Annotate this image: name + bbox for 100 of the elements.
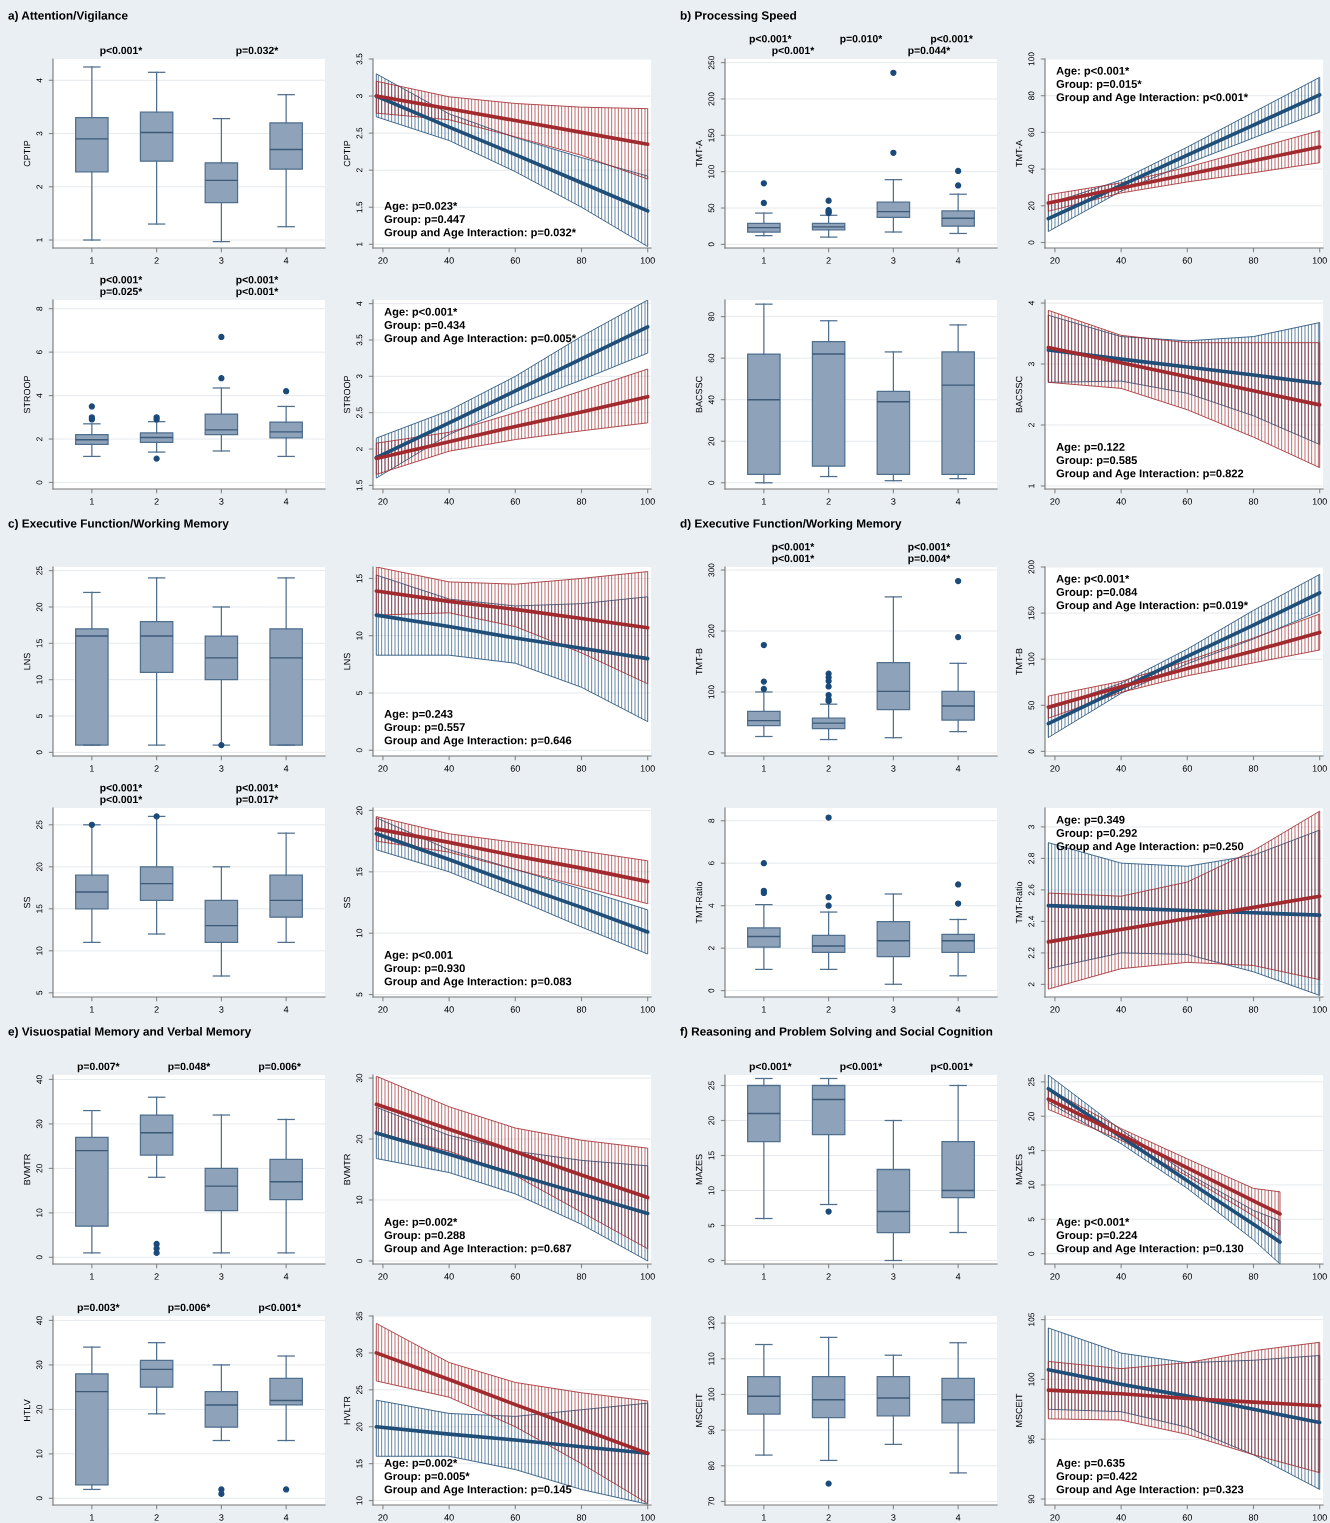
text: p<0.001* xyxy=(749,1062,792,1073)
text: p=0.006* xyxy=(259,1062,301,1073)
y-axis-title: TMT-A xyxy=(1015,139,1023,167)
text: p<0.001* xyxy=(100,784,143,794)
y-tick-label: 0 xyxy=(36,1255,43,1260)
y-tick-label: 20 xyxy=(36,1164,43,1173)
x-tick-label: 100 xyxy=(1312,498,1327,505)
annotation: Group: p=0.005* xyxy=(384,1472,470,1483)
y-tick-label: 3 xyxy=(356,374,363,379)
x-tick-label: 80 xyxy=(576,498,587,505)
x-tick-label: 4 xyxy=(283,765,289,772)
y-tick-label: 2 xyxy=(36,437,43,441)
x-tick-label: 40 xyxy=(444,1273,454,1280)
y-tick-label: 120 xyxy=(708,1316,715,1330)
y-tick-label: 2 xyxy=(356,168,363,173)
annotation: Group: p=0.084 xyxy=(1056,588,1138,599)
x-tick-label: 60 xyxy=(510,1514,520,1521)
x-tick-label: 4 xyxy=(955,1273,961,1280)
y-tick-label: 50 xyxy=(708,203,715,213)
y-tick-label: 80 xyxy=(708,312,715,321)
y-axis-title: CPTIP xyxy=(23,140,31,167)
annotation: Group and Age Interaction: p=0.032* xyxy=(384,228,577,239)
x-tick-label: 3 xyxy=(891,1006,896,1013)
x-tick-label: 100 xyxy=(1312,1514,1327,1521)
text: p<0.001* xyxy=(840,1062,883,1073)
x-tick-label: 60 xyxy=(1182,765,1192,772)
x-tick-label: 100 xyxy=(1312,257,1327,264)
y-tick-label: 3 xyxy=(1028,362,1035,367)
y-axis-title: STROOP xyxy=(343,375,351,414)
annotation: Group and Age Interaction: p=0.822 xyxy=(1056,469,1244,480)
x-tick-label: 60 xyxy=(510,498,520,505)
text: p<0.001* xyxy=(100,276,143,286)
y-tick-label: 20 xyxy=(356,1134,363,1144)
y-tick-label: 250 xyxy=(708,56,715,70)
y-tick-label: 0 xyxy=(36,750,43,755)
chart-title: d) Executive Function/Working Memory xyxy=(680,519,902,531)
x-tick-label: 80 xyxy=(1248,257,1259,264)
y-tick-label: 2 xyxy=(356,447,363,451)
annotation: Group: p=0.930 xyxy=(384,964,465,975)
text: p=0.032* xyxy=(236,46,279,57)
x-tick-label: 4 xyxy=(955,765,961,772)
y-tick-label: 20 xyxy=(356,1422,363,1431)
y-tick-label: 3 xyxy=(36,131,43,136)
y-tick-label: 1 xyxy=(36,238,43,242)
y-tick-label: 2 xyxy=(1028,423,1035,427)
y-tick-label: 0 xyxy=(36,480,43,485)
annotation: Group: p=0.447 xyxy=(384,215,465,226)
text: p<0.001* xyxy=(259,1303,301,1314)
text: p=0.007* xyxy=(77,1062,120,1073)
x-tick-label: 100 xyxy=(640,1514,655,1521)
x-tick-label: 3 xyxy=(891,498,896,505)
x-tick-label: 40 xyxy=(444,1006,454,1013)
y-tick-label: 25 xyxy=(1028,1077,1035,1087)
y-tick-label: 80 xyxy=(1028,91,1035,100)
y-tick-label: 0 xyxy=(356,1258,363,1263)
y-tick-label: 300 xyxy=(708,563,715,577)
x-tick-label: 4 xyxy=(283,1514,289,1521)
x-tick-label: 1 xyxy=(762,257,766,264)
y-tick-label: 2 xyxy=(36,184,43,189)
y-axis-title: HVLTR xyxy=(343,1396,351,1425)
y-tick-label: 70 xyxy=(708,1497,715,1506)
y-tick-label: 100 xyxy=(708,685,715,699)
y-tick-label: 100 xyxy=(1028,652,1035,666)
y-tick-label: 40 xyxy=(708,395,715,405)
y-tick-label: 40 xyxy=(36,1316,43,1325)
y-tick-label: 25 xyxy=(356,1385,363,1395)
text: p=0.017* xyxy=(236,795,279,806)
text: p<0.001* xyxy=(931,1062,973,1073)
y-axis-title: BACSSC xyxy=(1015,376,1023,413)
annotation: Age: p<0.001* xyxy=(1056,66,1130,77)
annotation: Group and Age Interaction: p=0.646 xyxy=(384,736,572,747)
y-tick-label: 5 xyxy=(356,691,363,695)
annotation: Group: p=0.292 xyxy=(1056,829,1137,840)
text: p=0.044* xyxy=(908,46,951,57)
annotation: Group and Age Interaction: p=0.083 xyxy=(384,977,572,988)
x-tick-label: 40 xyxy=(444,257,454,264)
y-tick-label: 10 xyxy=(708,1186,715,1195)
x-tick-label: 1 xyxy=(90,765,94,772)
annotation: Group and Age Interaction: p=0.323 xyxy=(1056,1485,1244,1496)
y-tick-label: 20 xyxy=(708,1116,715,1125)
chart-title: b) Processing Speed xyxy=(680,11,796,23)
y-tick-label: 30 xyxy=(36,1119,43,1129)
y-tick-label: 105 xyxy=(1028,1312,1035,1326)
y-tick-label: 8 xyxy=(36,306,43,311)
x-tick-label: 80 xyxy=(1248,1514,1259,1521)
annotation: Group and Age Interaction: p=0.005* xyxy=(384,334,577,345)
text: p<0.001* xyxy=(749,35,792,45)
x-tick-label: 2 xyxy=(154,498,159,505)
x-tick-label: 4 xyxy=(283,257,289,264)
x-tick-label: 20 xyxy=(378,257,388,264)
x-tick-label: 2 xyxy=(826,1006,831,1013)
y-tick-label: 15 xyxy=(36,639,43,648)
x-tick-label: 100 xyxy=(640,765,655,772)
y-axis-title: MSCEIT xyxy=(1015,1393,1023,1427)
x-tick-label: 4 xyxy=(955,498,961,505)
y-tick-label: 25 xyxy=(708,1081,715,1090)
x-tick-label: 3 xyxy=(891,765,896,772)
x-tick-label: 4 xyxy=(283,498,289,505)
annotation: Age: p=0.002* xyxy=(384,1217,458,1229)
x-tick-label: 60 xyxy=(510,1006,520,1013)
